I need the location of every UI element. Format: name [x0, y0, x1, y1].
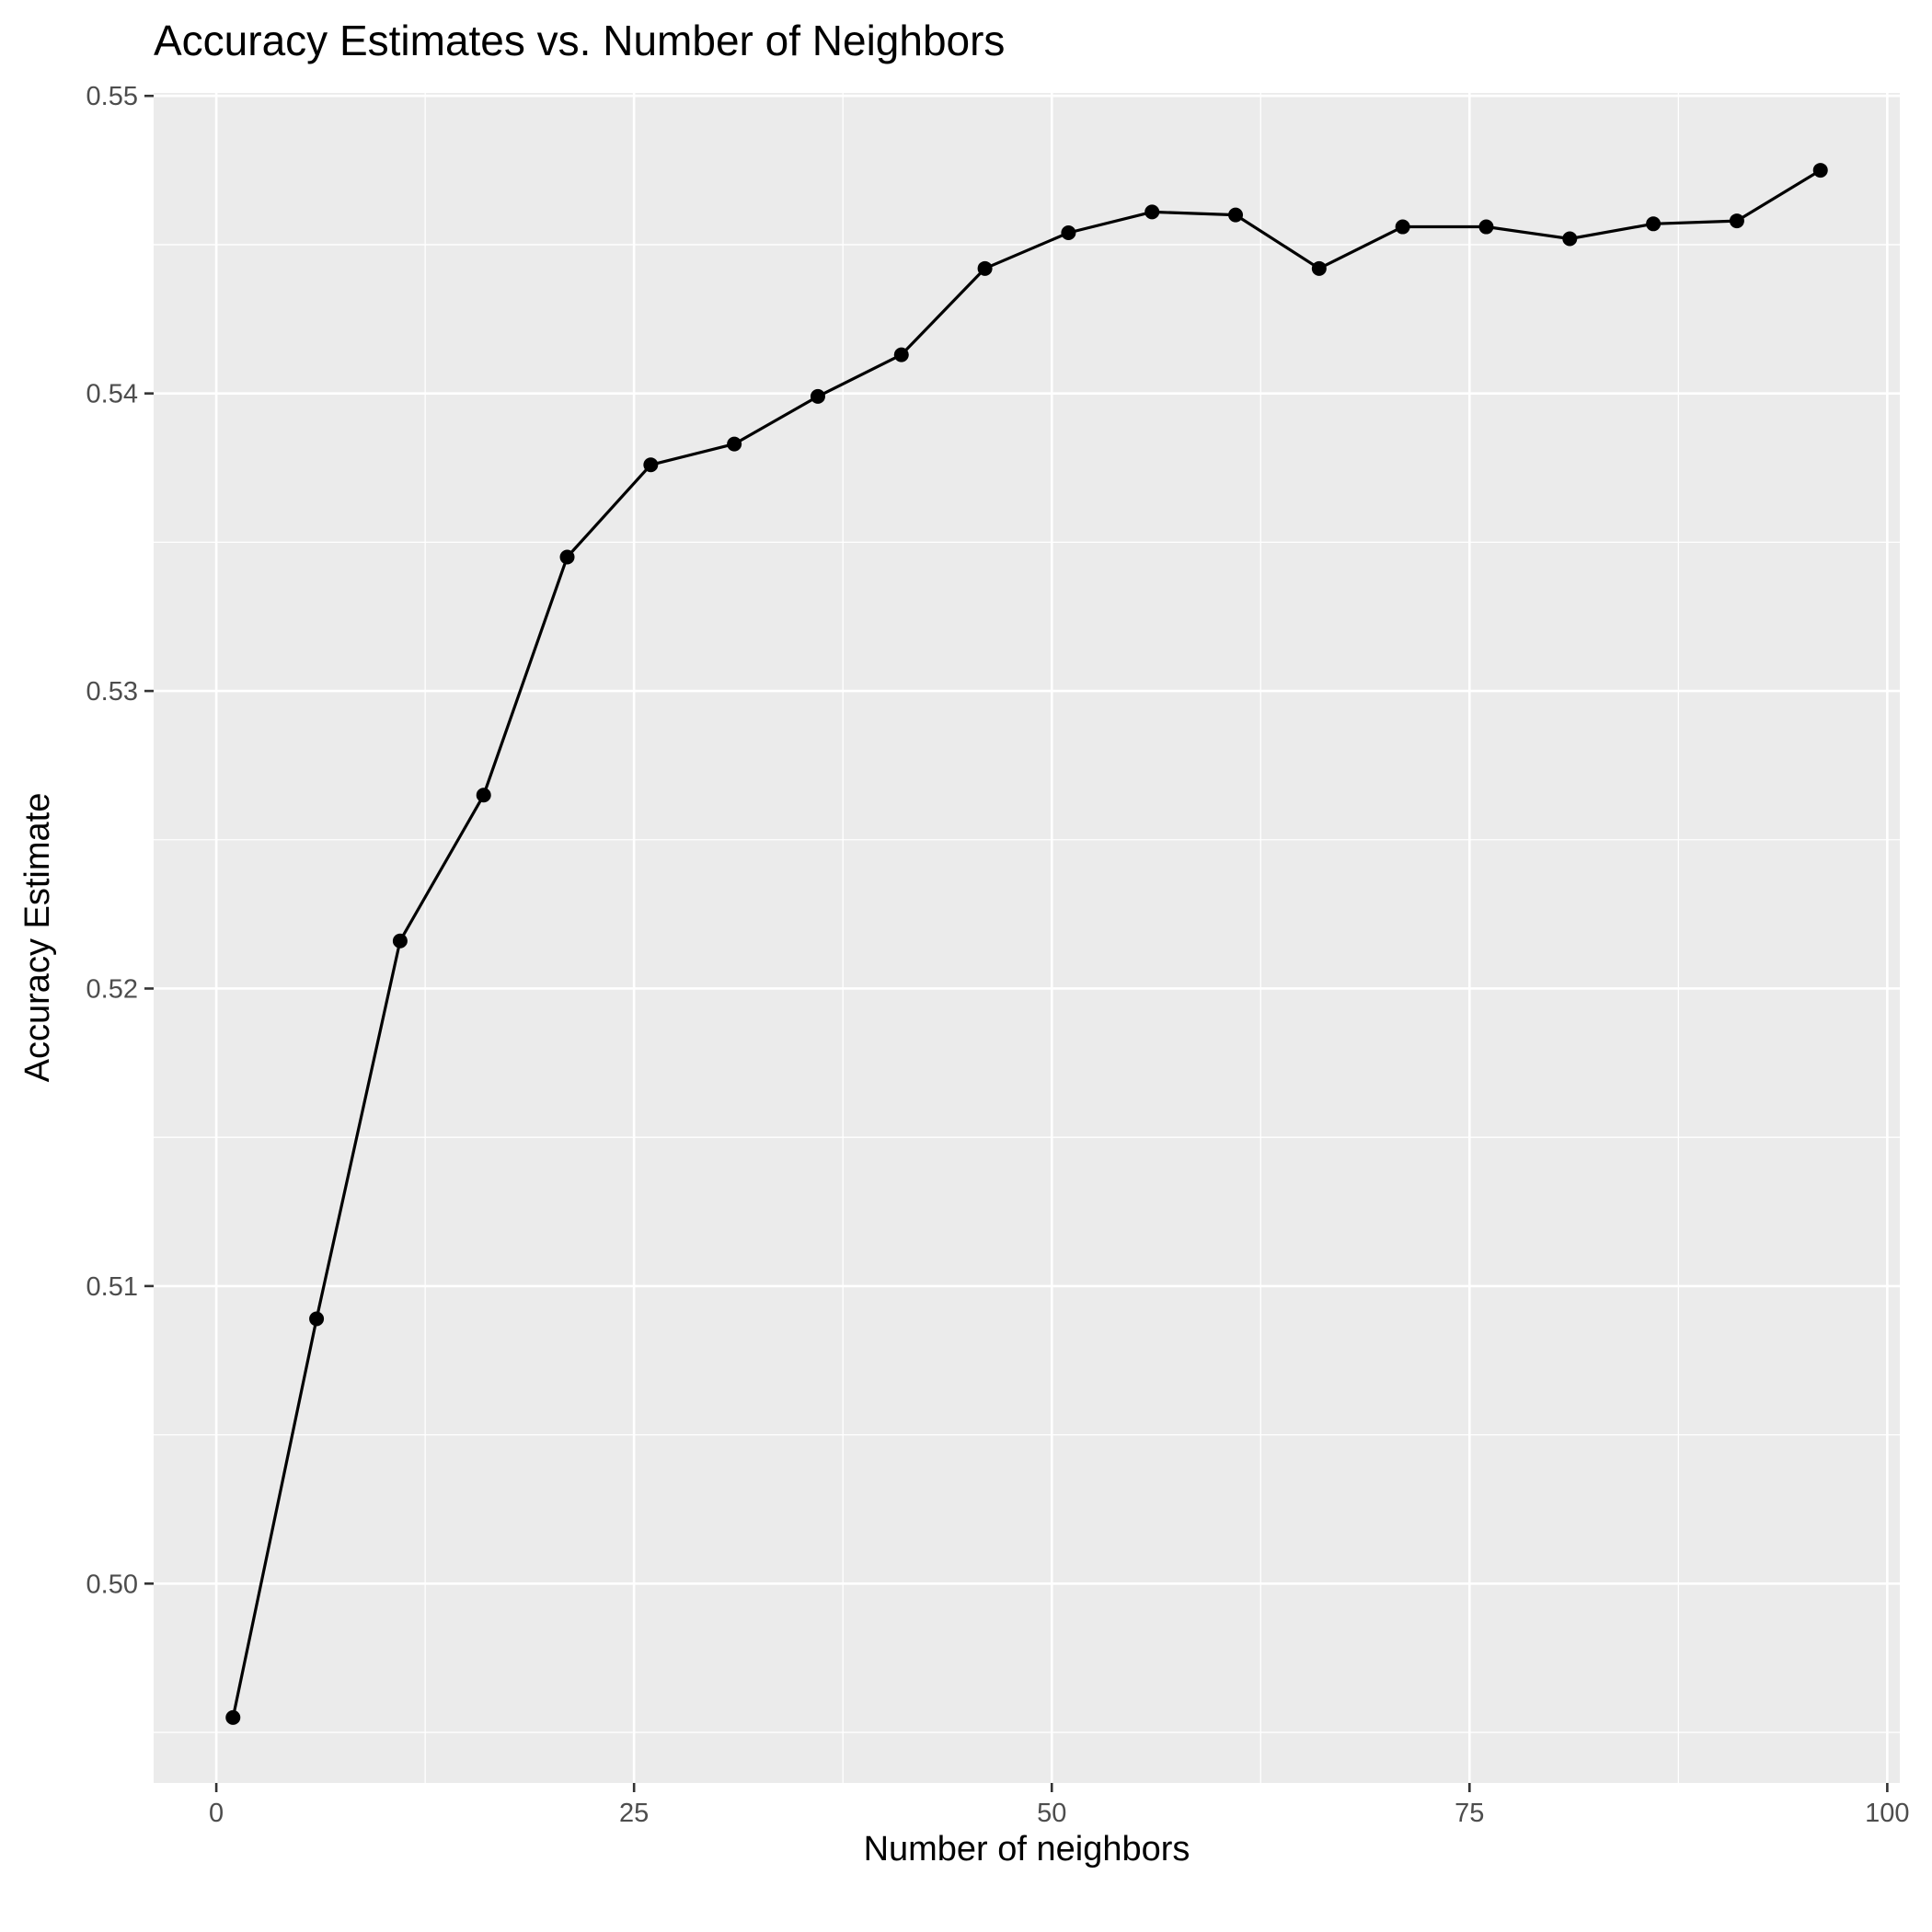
data-point	[225, 1709, 241, 1725]
y-tick-label: 0.50	[86, 1570, 138, 1599]
y-tick-label: 0.51	[86, 1272, 138, 1302]
data-point	[1478, 219, 1494, 235]
x-tick-label: 50	[1037, 1799, 1066, 1828]
x-tick-label: 25	[619, 1799, 649, 1828]
data-series	[225, 163, 1828, 1725]
data-point	[643, 457, 659, 473]
data-point	[476, 788, 491, 803]
chart-title: Accuracy Estimates vs. Number of Neighbo…	[154, 17, 1005, 64]
y-axis-title: Accuracy Estimate	[18, 793, 57, 1083]
x-tick-label: 75	[1455, 1799, 1484, 1828]
grid-lines	[154, 93, 1900, 1783]
y-tick-label: 0.53	[86, 677, 138, 707]
data-point	[1646, 216, 1662, 232]
data-point	[1562, 231, 1578, 247]
data-point	[1061, 225, 1076, 241]
data-point	[392, 933, 408, 949]
data-point	[1729, 213, 1744, 229]
data-point	[309, 1311, 325, 1327]
data-point	[1812, 163, 1828, 178]
data-point	[559, 549, 575, 565]
x-tick-label: 0	[209, 1799, 224, 1828]
x-axis-title: Number of neighbors	[864, 1830, 1190, 1869]
plot-panel	[154, 93, 1900, 1783]
data-point	[893, 347, 909, 362]
data-point	[1311, 260, 1327, 276]
data-point	[1395, 219, 1410, 235]
y-tick-label: 0.54	[86, 380, 138, 409]
data-point	[1228, 207, 1244, 223]
axis-ticks: 0 25 50 75 100 0.50 0.51 0.52 0.53 0.54 0.55	[86, 82, 1910, 1828]
data-point	[1144, 204, 1160, 220]
series-line	[231, 168, 1822, 1719]
x-tick-label: 100	[1865, 1799, 1909, 1828]
data-point	[977, 260, 993, 276]
data-point	[810, 388, 825, 404]
data-point	[727, 436, 742, 452]
y-tick-label: 0.52	[86, 974, 138, 1004]
y-tick-label: 0.55	[86, 82, 138, 111]
